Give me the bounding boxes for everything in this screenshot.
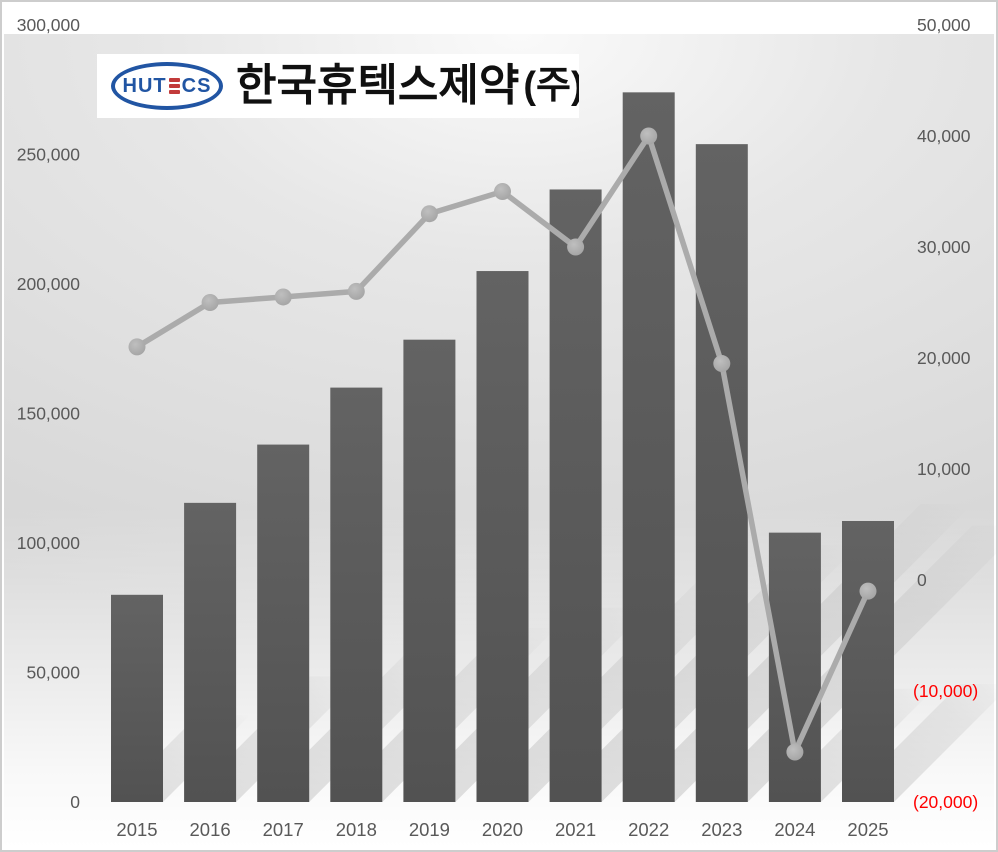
x-axis-labels: 2015 2016 2017 2018 2019 2020 2021 2022 2023 2024…	[116, 819, 888, 840]
x-axis-label-2023: 2023	[701, 819, 742, 840]
x-axis-label-2015: 2015	[116, 819, 157, 840]
right-axis-labels: (20,000) (10,000) 0 10,000 20,000 30,000 40,00…	[913, 15, 978, 812]
line-marker-2020	[494, 183, 511, 200]
right-axis-tick: 0	[917, 570, 927, 590]
left-axis-labels: 0 50,000 100,000 150,000 200,000 250,000 300,0…	[17, 15, 81, 812]
line-marker-2018	[347, 282, 365, 300]
line-marker-2023	[713, 355, 731, 373]
bar-2020	[476, 271, 529, 802]
bar-2023	[695, 144, 748, 802]
badge-text-left: HUT	[122, 75, 167, 97]
left-axis-tick: 100,000	[17, 533, 81, 553]
x-axis-label-2017: 2017	[263, 819, 304, 840]
line-marker-2024	[786, 743, 804, 761]
bar-series	[111, 92, 894, 803]
x-axis-label-2025: 2025	[847, 819, 888, 840]
x-axis-label-2019: 2019	[409, 819, 450, 840]
line-marker-2025	[859, 582, 877, 600]
bar-2017	[257, 444, 310, 802]
line-marker-2015	[128, 338, 146, 356]
left-axis-tick: 150,000	[17, 404, 81, 424]
x-axis-label-2018: 2018	[336, 819, 377, 840]
right-axis-tick: 20,000	[917, 348, 971, 368]
company-logo: HUT CS 한국휴텍스제약 (주)	[97, 54, 579, 118]
x-axis-label-2021: 2021	[555, 819, 596, 840]
bar-2022	[622, 92, 675, 803]
bar-2018	[330, 387, 383, 802]
line-marker-2017	[274, 288, 292, 306]
left-axis-tick: 200,000	[17, 274, 81, 294]
left-axis-tick: 0	[70, 792, 80, 812]
x-axis-label-2020: 2020	[482, 819, 523, 840]
line-marker-2021	[567, 238, 585, 256]
line-marker-2019	[420, 205, 438, 223]
bar-2015	[111, 594, 163, 802]
bar-2021	[549, 189, 602, 803]
bar-2025	[842, 520, 894, 802]
right-axis-tick: 40,000	[917, 126, 971, 146]
left-axis-tick: 50,000	[26, 663, 80, 683]
badge-e-bars-icon	[168, 78, 180, 94]
x-axis-label-2016: 2016	[190, 819, 231, 840]
left-axis-tick: 300,000	[17, 15, 81, 35]
right-axis-tick: (10,000)	[913, 681, 978, 701]
left-axis-tick: 250,000	[17, 145, 81, 165]
x-axis-label-2022: 2022	[628, 819, 669, 840]
company-name-text: 한국휴텍스제약	[236, 61, 520, 110]
line-marker-2022	[640, 127, 658, 145]
line-series	[128, 127, 877, 761]
badge-text-right: CS	[181, 75, 212, 97]
right-axis-tick: (20,000)	[913, 792, 978, 812]
right-axis-tick: 30,000	[917, 237, 971, 257]
bar-2016	[184, 502, 237, 802]
right-axis-tick: 10,000	[917, 459, 971, 479]
x-axis-label-2024: 2024	[774, 819, 815, 840]
hutecs-badge: HUT CS	[111, 62, 223, 110]
bar-shadow-2020	[476, 579, 752, 802]
line-marker-2016	[201, 294, 219, 311]
bar-2019	[403, 339, 456, 802]
company-name-suffix: (주)	[523, 65, 579, 107]
right-axis-tick: 50,000	[917, 15, 971, 35]
company-name: 한국휴텍스제약 (주)	[236, 64, 579, 108]
